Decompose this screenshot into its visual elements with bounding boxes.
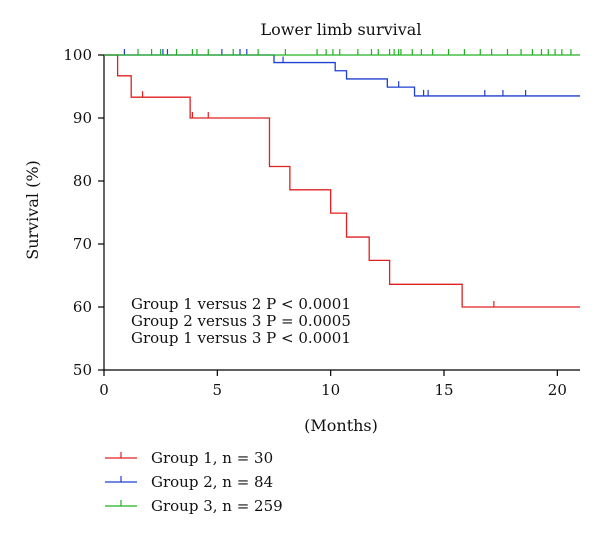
- y-tick-label: 90: [73, 109, 92, 127]
- x-tick-label: 10: [321, 381, 340, 399]
- legend-label: Group 1, n = 30: [151, 449, 273, 467]
- y-tick-label: 50: [73, 361, 92, 379]
- x-tick-label: 0: [99, 381, 109, 399]
- x-tick-label: 15: [434, 381, 453, 399]
- series-line-group-1: [104, 54, 580, 308]
- annotation-group2-vs-3: Group 2 versus 3 P = 0.0005: [131, 312, 351, 330]
- y-tick-label: 70: [73, 235, 92, 253]
- x-axis-label: (Months): [304, 416, 378, 435]
- legend-label: Group 2, n = 84: [151, 473, 273, 491]
- series-layer: [104, 49, 580, 308]
- y-tick-label: 80: [73, 172, 92, 190]
- annotation-group1-vs-3: Group 1 versus 3 P < 0.0001: [131, 329, 351, 347]
- series-group-3: [104, 49, 580, 56]
- series-line-group-2: [104, 54, 580, 97]
- legend-item-group-3: Group 3, n = 259: [105, 497, 283, 515]
- y-axis-label: Survival (%): [23, 160, 42, 260]
- y-tick-label: 100: [63, 46, 92, 64]
- annotation-group1-vs-2: Group 1 versus 2 P < 0.0001: [131, 295, 351, 313]
- x-tick-label: 20: [548, 381, 567, 399]
- legend-label: Group 3, n = 259: [151, 497, 283, 515]
- legend: Group 1, n = 30 Group 2, n = 84 Group 3, n…: [105, 449, 283, 515]
- p-value-annotations: Group 1 versus 2 P < 0.0001 Group 2 vers…: [131, 295, 351, 347]
- series-group-2: [104, 49, 580, 97]
- chart-title: Lower limb survival: [261, 20, 422, 39]
- x-tick-label: 5: [213, 381, 223, 399]
- axes: 50 60 70 80 90 100 0 5 10 15 20: [63, 46, 580, 399]
- series-group-1: [104, 54, 580, 308]
- legend-item-group-1: Group 1, n = 30: [105, 449, 273, 467]
- y-tick-label: 60: [73, 298, 92, 316]
- legend-item-group-2: Group 2, n = 84: [105, 473, 273, 491]
